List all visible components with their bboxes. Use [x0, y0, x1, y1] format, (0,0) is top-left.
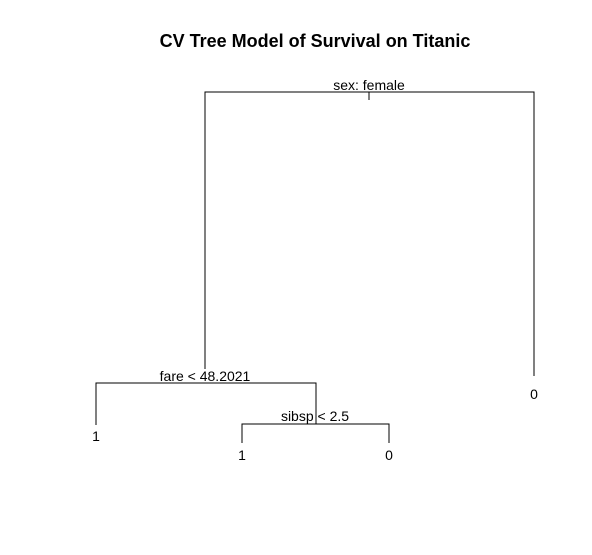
fare-branch [95, 382, 317, 425]
sibsp-split-label: sibsp < 2.5 [281, 408, 349, 424]
sibsp-node: sibsp < 2.5 [241, 408, 390, 443]
fare-node: fare < 48.2021 [95, 368, 317, 425]
leaf-sibsp-right: 0 [385, 447, 393, 463]
leaf-fare-left: 1 [92, 428, 100, 444]
leaf-sibsp-left: 1 [238, 447, 246, 463]
root-node: sex: female [204, 77, 535, 376]
leaf-root-right: 0 [530, 386, 538, 402]
chart-title: CV Tree Model of Survival on Titanic [160, 31, 471, 51]
fare-split-label: fare < 48.2021 [160, 368, 251, 384]
sibsp-branch [241, 423, 390, 443]
root-branch [204, 91, 535, 376]
root-split-label: sex: female [333, 77, 405, 93]
